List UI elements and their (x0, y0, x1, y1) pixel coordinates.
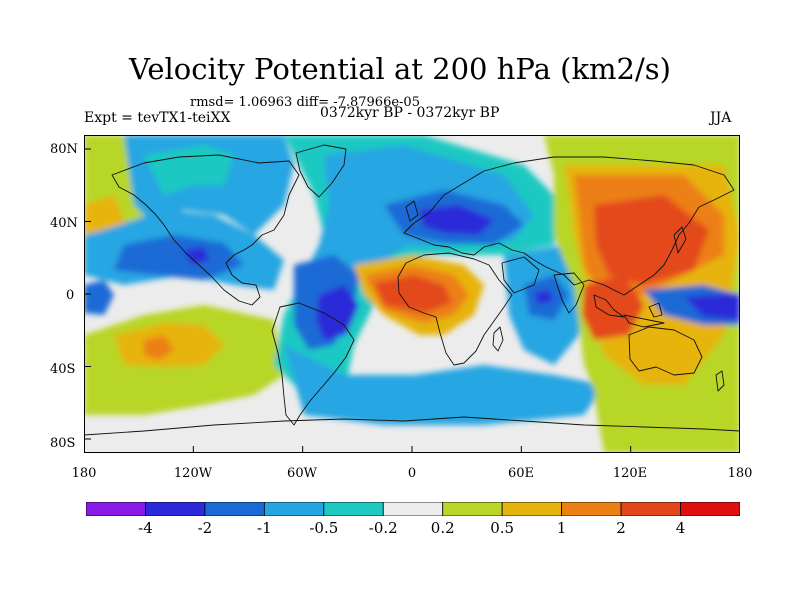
field-central-pacific-blue (114, 235, 244, 280)
colorbar-label: -1 (257, 519, 272, 537)
field-africa-core (374, 275, 452, 313)
coastlines (84, 144, 740, 453)
colorbar-label: 0.5 (490, 519, 515, 537)
field-southern-yellow (594, 385, 740, 453)
axis-ticks (84, 148, 740, 453)
field-asia-red (594, 195, 709, 285)
colorbar-label: 2 (616, 519, 626, 537)
colorbar-swatch (263, 502, 325, 516)
colorbar (86, 502, 740, 516)
colorbar-label: -4 (138, 519, 153, 537)
field-indonesia-red (582, 275, 644, 340)
colorbar-swatch (382, 502, 444, 516)
lon-label-120w: 120W (173, 466, 213, 481)
lon-label-60e: 60E (507, 466, 535, 481)
field-north-africa-dblue (419, 205, 494, 235)
field-north-pacific-cyan (144, 145, 234, 195)
colorbar-swatch (145, 502, 206, 516)
chart-title: Velocity Potential at 200 hPa (km2/s) (129, 52, 671, 86)
lon-label-120e: 120E (612, 466, 648, 481)
lon-label-180w: 180 (71, 466, 97, 481)
colorbar-swatch (442, 502, 503, 516)
lat-label-80n: 80N (50, 142, 78, 157)
field-west-pacific-dblue (684, 293, 740, 320)
field-south-pacific-orange2 (144, 335, 174, 360)
velocity-potential-map (84, 135, 740, 453)
colorbar-swatch (204, 502, 265, 516)
colorbar-swatch (323, 502, 384, 516)
colorbar-label: 1 (556, 519, 567, 537)
colorbar-swatch (561, 502, 622, 516)
colorbar-swatch (501, 502, 563, 516)
period-label: 0372kyr BP - 0372kyr BP (320, 105, 500, 121)
season-label: JJA (710, 110, 732, 126)
colorbar-label: -0.5 (309, 519, 339, 537)
colorbar-label: 0.2 (430, 519, 455, 537)
lat-label-40n: 40N (50, 216, 78, 231)
lon-label-180e: 180 (727, 466, 753, 481)
colorbar-label: 4 (675, 519, 686, 537)
lon-label-0: 0 (407, 466, 417, 481)
colorbar-label: -0.2 (368, 519, 398, 537)
colorbar-swatch (86, 502, 146, 516)
colorbar-swatch (620, 502, 681, 516)
field-pacific-dblue (184, 247, 209, 265)
contour-fields (84, 135, 740, 453)
colorbar-swatch (680, 502, 740, 516)
field-indian-dblue (534, 290, 554, 305)
stats-text: rmsd= 1.06963 diff= -7.87966e-05 (190, 95, 420, 110)
field-brazil-dblue (316, 285, 359, 340)
field-south-atlantic-lblue (284, 345, 604, 425)
lat-label-40s: 40S (50, 362, 76, 377)
colorbar-label: -2 (197, 519, 213, 537)
experiment-label: Expt = tevTX1-teiXX (84, 110, 231, 126)
lat-label-80s: 80S (50, 436, 76, 451)
field-east-pacific-blue (84, 280, 114, 315)
lat-label-equator: 0 (66, 288, 75, 303)
lon-label-60w: 60W (287, 466, 317, 481)
